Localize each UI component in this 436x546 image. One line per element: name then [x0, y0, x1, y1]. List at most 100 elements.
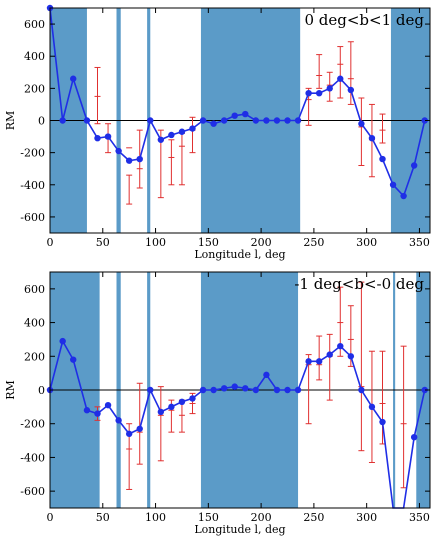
data-point	[294, 117, 302, 124]
error-bar	[178, 132, 185, 186]
data-point	[147, 117, 154, 124]
data-point	[421, 386, 428, 394]
x-axis-label: Longitude l, deg	[194, 523, 285, 536]
error-bar	[358, 281, 365, 452]
data-point	[273, 117, 281, 124]
data-point	[326, 85, 333, 92]
data-point	[147, 386, 154, 394]
data-point	[400, 192, 407, 200]
data-point	[263, 117, 270, 124]
data-point	[125, 157, 133, 164]
x-tick-label: 150	[198, 511, 219, 524]
data-point	[94, 410, 101, 417]
panel-title: -1 deg<b<-0 deg	[294, 275, 424, 293]
data-point	[220, 385, 228, 392]
error-bar	[126, 147, 133, 205]
x-tick-label: 250	[303, 236, 324, 249]
data-point	[368, 403, 376, 411]
data-point	[379, 418, 386, 426]
data-point	[315, 89, 323, 97]
data-point	[178, 398, 186, 405]
panel-title: 0 deg<b<1 deg	[304, 11, 424, 29]
error-bar	[347, 41, 354, 105]
panel-top: 0 50 100 150 200 250 300 350 -600 -400 -200 0 200 400…	[4, 4, 431, 261]
x-tick-label: 300	[356, 236, 377, 249]
x-tick-label: 200	[251, 511, 272, 524]
data-point	[157, 136, 165, 143]
data-point	[70, 356, 77, 363]
data-point	[168, 403, 175, 411]
data-point	[199, 386, 207, 394]
data-point	[347, 353, 355, 360]
x-tick-label: 300	[356, 511, 377, 524]
error-bar	[379, 113, 386, 144]
panel-bottom: 0 50 100 150 200 250 300 350 -600 -400 -200 0 200 400…	[4, 271, 431, 536]
data-point	[94, 134, 101, 142]
error-bar	[316, 335, 323, 381]
data-point	[231, 112, 238, 119]
x-tick-label: 100	[145, 511, 166, 524]
data-point	[337, 342, 344, 350]
data-point	[210, 386, 217, 394]
x-tick-label: 0	[47, 511, 54, 524]
data-point	[305, 358, 312, 365]
data-point	[252, 386, 260, 394]
error-bar	[168, 139, 175, 186]
y-tick-label: -200	[20, 147, 45, 160]
data-point	[59, 117, 66, 124]
data-point	[273, 386, 281, 394]
data-point	[125, 430, 133, 438]
data-point	[83, 117, 91, 124]
y-tick-label: -200	[20, 418, 45, 431]
y-tick-label: 200	[24, 82, 45, 95]
data-point	[189, 395, 196, 402]
data-point	[83, 407, 91, 414]
data-point	[115, 147, 122, 155]
data-point	[136, 425, 143, 432]
x-tick-label: 100	[145, 236, 166, 249]
data-point	[337, 75, 344, 82]
data-point	[379, 155, 386, 163]
data-point	[59, 337, 66, 345]
data-point	[252, 117, 260, 124]
y-tick-label: 400	[24, 50, 45, 63]
y-tick-label: -400	[20, 179, 45, 192]
data-point	[242, 110, 249, 118]
data-point	[242, 385, 249, 392]
error-bar	[136, 382, 143, 465]
y-tick-label: 0	[38, 115, 45, 128]
data-point	[220, 117, 228, 124]
data-point	[178, 128, 186, 135]
data-point	[294, 386, 302, 394]
x-tick-label: 200	[251, 236, 272, 249]
data-point	[284, 117, 291, 124]
error-bar	[379, 350, 386, 445]
data-point	[104, 133, 112, 140]
error-bar	[189, 116, 196, 154]
error-bar	[316, 54, 323, 89]
y-tick-label: 600	[24, 283, 45, 296]
data-point	[326, 351, 333, 358]
data-point	[315, 358, 323, 365]
y-axis-label: RM	[4, 111, 17, 131]
data-point	[168, 131, 175, 139]
data-point	[210, 120, 217, 127]
y-tick-label: -600	[20, 211, 45, 224]
error-bar	[337, 46, 344, 99]
data-point	[368, 134, 376, 142]
x-tick-label: 350	[409, 236, 430, 249]
data-point	[104, 401, 112, 409]
x-tick-label: 50	[96, 236, 110, 249]
data-point	[115, 417, 122, 424]
data-point	[136, 155, 143, 163]
data-point	[199, 117, 207, 124]
y-tick-label: 400	[24, 317, 45, 330]
data-point	[263, 371, 270, 379]
y-axis-label: RM	[4, 380, 17, 400]
data-point	[358, 386, 365, 394]
data-point	[347, 86, 355, 94]
x-tick-label: 250	[303, 511, 324, 524]
error-bar	[157, 386, 164, 462]
data-point	[284, 386, 291, 394]
